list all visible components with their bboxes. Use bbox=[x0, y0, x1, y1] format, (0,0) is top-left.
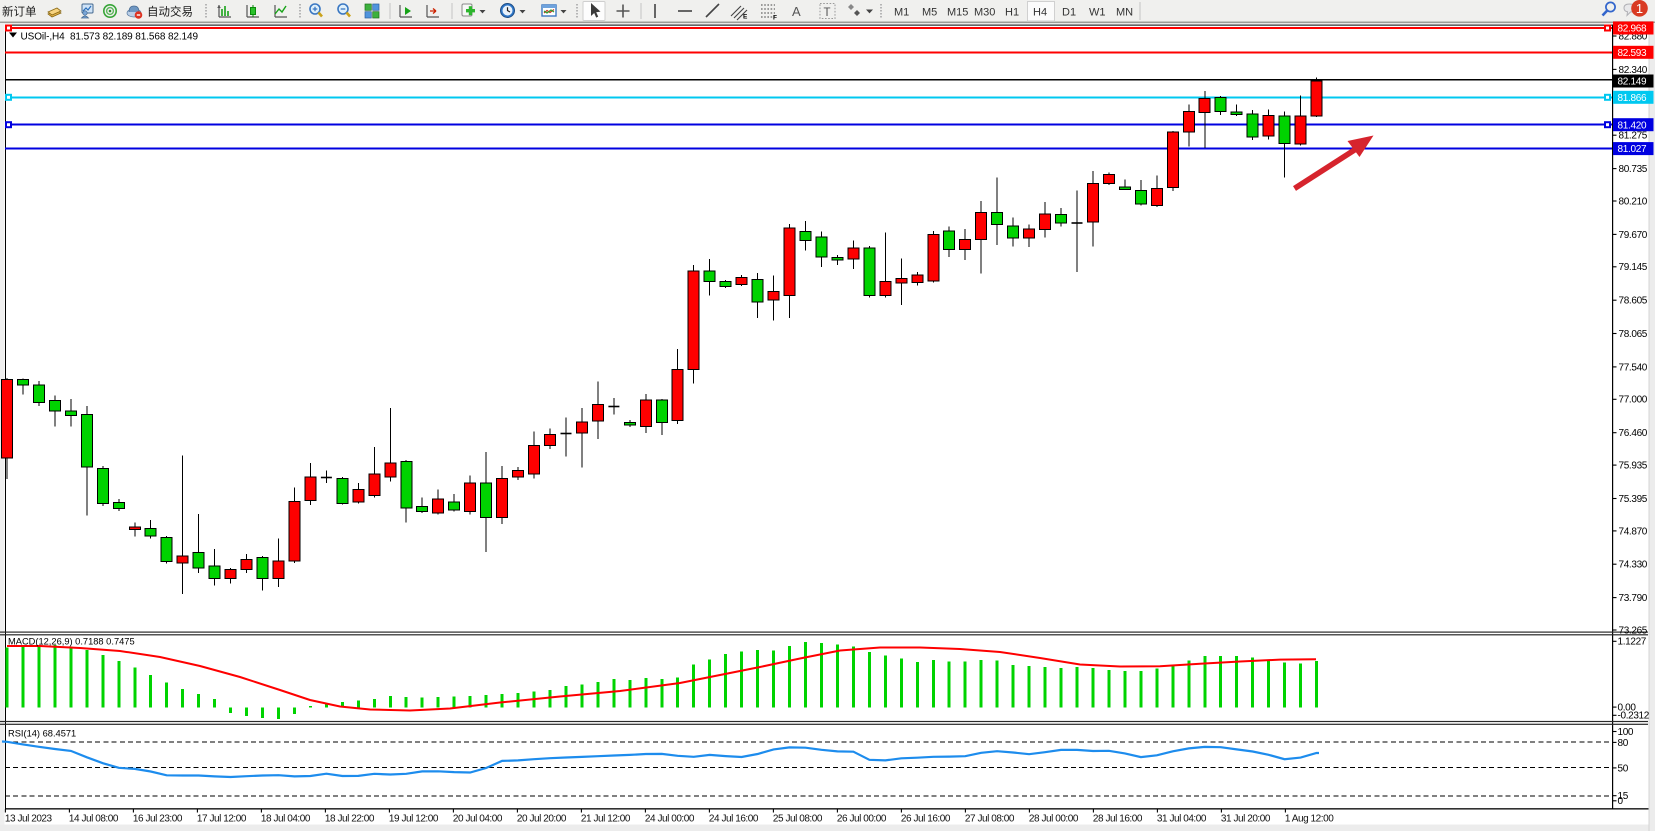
svg-text:20 Jul 20:00: 20 Jul 20:00 bbox=[517, 814, 567, 825]
svg-text:81.866: 81.866 bbox=[1618, 93, 1648, 104]
svg-text:21 Jul 12:00: 21 Jul 12:00 bbox=[581, 814, 631, 825]
svg-text:50: 50 bbox=[1618, 763, 1629, 774]
svg-text:28 Jul 00:00: 28 Jul 00:00 bbox=[1029, 814, 1079, 825]
svg-text:D1: D1 bbox=[1062, 6, 1076, 18]
svg-text:-0.2312: -0.2312 bbox=[1618, 711, 1650, 722]
svg-text:81.027: 81.027 bbox=[1618, 144, 1648, 155]
svg-text:74.330: 74.330 bbox=[1619, 560, 1648, 571]
svg-text:78.065: 78.065 bbox=[1619, 329, 1648, 340]
svg-text:20 Jul 04:00: 20 Jul 04:00 bbox=[453, 814, 503, 825]
svg-text:24 Jul 00:00: 24 Jul 00:00 bbox=[645, 814, 695, 825]
svg-text:80.210: 80.210 bbox=[1619, 196, 1648, 207]
svg-text:19 Jul 12:00: 19 Jul 12:00 bbox=[389, 814, 439, 825]
svg-text:25 Jul 08:00: 25 Jul 08:00 bbox=[773, 814, 823, 825]
svg-text:82.149: 82.149 bbox=[1618, 77, 1648, 88]
svg-text:81.275: 81.275 bbox=[1619, 131, 1648, 142]
svg-text:79.145: 79.145 bbox=[1619, 262, 1648, 273]
svg-text:73.265: 73.265 bbox=[1619, 625, 1648, 636]
svg-text:RSI(14) 68.4571: RSI(14) 68.4571 bbox=[8, 729, 76, 739]
svg-text:0.00: 0.00 bbox=[1618, 703, 1637, 714]
svg-text:79.670: 79.670 bbox=[1619, 230, 1648, 241]
svg-text:82.968: 82.968 bbox=[1618, 24, 1648, 35]
svg-text:28 Jul 16:00: 28 Jul 16:00 bbox=[1093, 814, 1143, 825]
svg-text:F: F bbox=[773, 15, 777, 22]
svg-text:A: A bbox=[792, 4, 801, 19]
svg-text:78.605: 78.605 bbox=[1619, 296, 1648, 307]
svg-text:82.880: 82.880 bbox=[1619, 31, 1648, 42]
svg-text:26 Jul 16:00: 26 Jul 16:00 bbox=[901, 814, 951, 825]
svg-text:15: 15 bbox=[1618, 791, 1629, 802]
svg-text:M30: M30 bbox=[974, 6, 995, 18]
svg-text:24 Jul 16:00: 24 Jul 16:00 bbox=[709, 814, 759, 825]
svg-text:76.460: 76.460 bbox=[1619, 428, 1648, 439]
svg-text:自动交易: 自动交易 bbox=[147, 5, 193, 19]
svg-text:75.395: 75.395 bbox=[1619, 494, 1648, 505]
svg-text:80.735: 80.735 bbox=[1619, 164, 1648, 175]
svg-text:H1: H1 bbox=[1005, 6, 1019, 18]
svg-text:USOil-,H4 81.573 82.189 81.56: USOil-,H4 81.573 82.189 81.568 82.149 bbox=[21, 32, 199, 43]
svg-text:100: 100 bbox=[1618, 727, 1634, 738]
svg-text:13 Jul 2023: 13 Jul 2023 bbox=[5, 814, 53, 825]
svg-text:新订单: 新订单 bbox=[2, 5, 37, 19]
svg-text:18 Jul 22:00: 18 Jul 22:00 bbox=[325, 814, 375, 825]
svg-text:W1: W1 bbox=[1089, 6, 1106, 18]
svg-text:74.870: 74.870 bbox=[1619, 526, 1648, 537]
svg-text:MACD(12,26,9) 0.7188 0.7475: MACD(12,26,9) 0.7188 0.7475 bbox=[8, 637, 135, 647]
svg-text:27 Jul 08:00: 27 Jul 08:00 bbox=[965, 814, 1015, 825]
svg-text:MN: MN bbox=[1116, 6, 1133, 18]
svg-text:0: 0 bbox=[1618, 796, 1624, 807]
svg-text:31 Jul 04:00: 31 Jul 04:00 bbox=[1157, 814, 1207, 825]
svg-text:M1: M1 bbox=[894, 6, 909, 18]
svg-text:1.1227: 1.1227 bbox=[1618, 637, 1647, 648]
svg-text:18 Jul 04:00: 18 Jul 04:00 bbox=[261, 814, 311, 825]
svg-text:80: 80 bbox=[1618, 738, 1629, 749]
svg-text:75.935: 75.935 bbox=[1619, 461, 1648, 472]
svg-text:M5: M5 bbox=[922, 6, 937, 18]
svg-text:H4: H4 bbox=[1033, 6, 1047, 18]
svg-text:E: E bbox=[743, 14, 748, 21]
svg-text:1 Aug 12:00: 1 Aug 12:00 bbox=[1285, 814, 1334, 825]
svg-text:31 Jul 20:00: 31 Jul 20:00 bbox=[1221, 814, 1271, 825]
svg-text:77.540: 77.540 bbox=[1619, 362, 1648, 373]
svg-text:82.593: 82.593 bbox=[1618, 48, 1648, 59]
svg-text:16 Jul 23:00: 16 Jul 23:00 bbox=[133, 814, 183, 825]
svg-text:77.000: 77.000 bbox=[1619, 395, 1648, 406]
svg-text:T: T bbox=[824, 7, 831, 19]
svg-text:17 Jul 12:00: 17 Jul 12:00 bbox=[197, 814, 247, 825]
svg-text:82.340: 82.340 bbox=[1619, 65, 1648, 76]
svg-text:81.420: 81.420 bbox=[1618, 120, 1648, 131]
svg-text:1: 1 bbox=[1636, 1, 1643, 16]
svg-text:M15: M15 bbox=[947, 6, 968, 18]
svg-text:14 Jul 08:00: 14 Jul 08:00 bbox=[69, 814, 119, 825]
svg-text:73.790: 73.790 bbox=[1619, 593, 1648, 604]
svg-text:26 Jul 00:00: 26 Jul 00:00 bbox=[837, 814, 887, 825]
